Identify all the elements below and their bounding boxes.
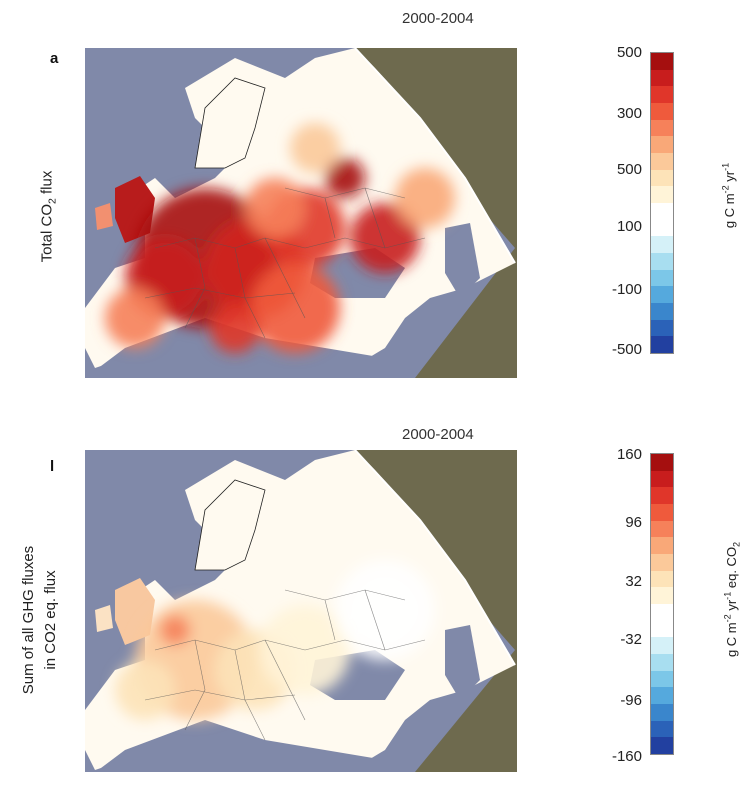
flux-cell: [245, 178, 305, 238]
scandinavia: [194, 77, 266, 169]
flux-cell: [290, 123, 340, 173]
country-border: [264, 237, 306, 319]
colorbar-swatch: [651, 219, 673, 237]
panel-ylabel: Total CO2 flux: [38, 170, 59, 263]
flux-cell: [335, 560, 435, 660]
colorbar-tick-label: 300: [616, 105, 642, 122]
colorbar-unit-label: g C m-2 yr-1 eq. CO2: [722, 541, 742, 658]
colorbar-swatch: [651, 236, 673, 253]
colorbar-swatch: [651, 720, 673, 738]
panel-letter: l: [50, 458, 55, 475]
colorbar-swatch: [651, 119, 673, 137]
domain-edge: [354, 450, 516, 666]
colorbar-swatch: [651, 687, 673, 704]
country-border: [184, 639, 206, 731]
country-border: [284, 589, 406, 601]
colorbar-swatch: [651, 252, 673, 270]
colorbar-swatch: [651, 136, 673, 153]
colorbar-swatch: [651, 454, 673, 471]
colorbar-tick-label: -32: [620, 631, 642, 648]
colorbar-swatch: [651, 152, 673, 170]
country-border: [264, 639, 306, 721]
colorbar-tick-label: 160: [616, 446, 642, 463]
colorbar-tick-label: 96: [625, 514, 642, 531]
colorbar-swatch: [651, 186, 673, 203]
colorbar-swatch: [651, 737, 673, 754]
colorbar-swatch: [651, 587, 673, 604]
country-border: [324, 197, 336, 239]
colorbar-swatch: [651, 520, 673, 538]
colorbar-tick-label: 500: [616, 161, 642, 178]
terrain: [355, 48, 517, 378]
terrain: [355, 450, 517, 772]
colorbar-swatch: [651, 302, 673, 320]
colorbar-tick-label: -96: [620, 692, 642, 709]
colorbar-swatch: [651, 286, 673, 303]
country-border: [364, 187, 386, 249]
colorbar-swatch: [651, 269, 673, 287]
flux-cell: [325, 158, 365, 198]
colorbar-swatch: [651, 503, 673, 521]
colorbar-unit-label: g C m-2 yr-1: [720, 162, 737, 229]
colorbar-swatch: [651, 537, 673, 554]
ireland: [95, 605, 113, 632]
flux-cell: [115, 660, 175, 720]
colorbar-swatch: [651, 487, 673, 504]
panel-letter: a: [50, 50, 59, 67]
colorbar-swatch: [651, 102, 673, 120]
flux-cell: [350, 203, 420, 273]
colorbar-swatch: [651, 470, 673, 488]
period-label: 2000-2004: [402, 426, 474, 443]
flux-cell: [250, 263, 340, 353]
colorbar-tick-label: 500: [616, 44, 642, 61]
panel-sum-ghg-fluxes: 2000-2004 l Sum of all GHG fluxes in CO2…: [0, 398, 750, 796]
colorbar-swatch: [651, 570, 673, 588]
colorbar-swatch: [651, 637, 673, 654]
caspian-sea: [445, 223, 480, 298]
colorbar-swatch: [651, 703, 673, 721]
colorbar-tick-label: -500: [611, 341, 642, 358]
flux-cell: [210, 303, 260, 353]
country-border: [324, 599, 336, 641]
country-border: [364, 589, 386, 651]
country-border: [284, 187, 406, 199]
ireland: [95, 203, 113, 230]
scandinavia: [194, 479, 266, 571]
flux-cell: [105, 288, 165, 348]
colorbar-swatch: [651, 169, 673, 187]
colorbar-swatch: [651, 86, 673, 103]
colorbar-swatch: [651, 620, 673, 638]
caspian-sea: [445, 625, 480, 700]
colorbar: [650, 52, 674, 354]
europe-flux-map: [85, 450, 517, 772]
flux-cell: [395, 168, 455, 228]
colorbar-tick-label: -160: [611, 748, 642, 765]
period-label: 2000-2004: [402, 10, 474, 27]
colorbar-swatch: [651, 319, 673, 337]
domain-edge: [354, 48, 516, 264]
panel-ylabel: Sum of all GHG fluxes in CO2 eq. flux: [20, 545, 59, 695]
panel-total-co2-flux: 2000-2004 a Total CO2 flux 500 300 500 100 -…: [0, 0, 750, 398]
colorbar-tick-label: 100: [616, 218, 642, 235]
colorbar-swatch: [651, 553, 673, 571]
country-border: [184, 237, 206, 329]
country-border: [304, 237, 426, 249]
flux-cell: [160, 615, 190, 645]
colorbar-tick-label: -100: [611, 281, 642, 298]
colorbar-swatch: [651, 670, 673, 688]
colorbar: [650, 453, 674, 755]
colorbar-swatch: [651, 603, 673, 621]
europe-flux-map: [85, 48, 517, 378]
colorbar-swatch: [651, 53, 673, 70]
country-border: [304, 639, 426, 651]
mediterranean-sea: [95, 720, 385, 772]
colorbar-tick-label: 32: [625, 573, 642, 590]
country-border: [144, 287, 296, 299]
colorbar-swatch: [651, 653, 673, 671]
colorbar-swatch: [651, 202, 673, 220]
country-border: [144, 689, 296, 701]
colorbar-swatch: [651, 69, 673, 87]
colorbar-swatch: [651, 336, 673, 353]
